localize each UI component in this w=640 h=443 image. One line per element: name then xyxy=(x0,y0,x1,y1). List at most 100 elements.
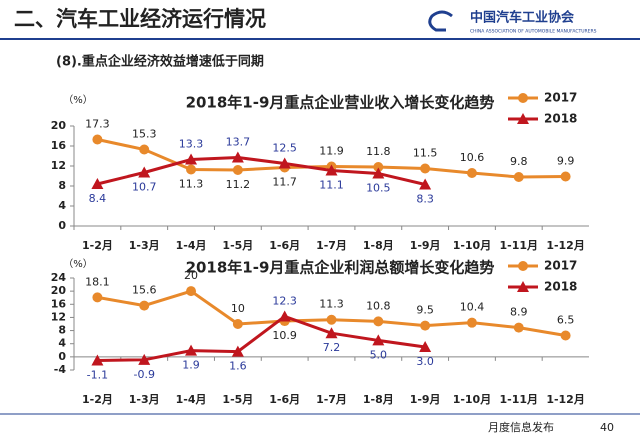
data-label: 10.9 xyxy=(272,329,297,342)
x-tick-label: 1-11月 xyxy=(500,239,539,252)
point xyxy=(186,164,197,175)
footer-text: 月度信息发布 xyxy=(488,420,554,434)
y-tick-label: 8 xyxy=(58,324,66,337)
data-label: 11.8 xyxy=(366,145,391,158)
data-label: 17.3 xyxy=(85,118,110,131)
point xyxy=(466,317,477,328)
x-tick-label: 1-9月 xyxy=(410,239,441,252)
data-label: 1.6 xyxy=(229,360,247,373)
data-label: 9.8 xyxy=(510,155,528,168)
y-axis-label: （%） xyxy=(63,258,93,270)
y-tick-label: 12 xyxy=(51,310,66,323)
logo-en: CHINA ASSOCIATION OF AUTOMOBILE MANUFACT… xyxy=(470,29,597,35)
x-tick-label: 1-11月 xyxy=(500,393,539,406)
point xyxy=(466,168,477,178)
point xyxy=(373,316,384,327)
point xyxy=(326,314,337,325)
data-label: 11.2 xyxy=(226,178,251,191)
data-label: 9.5 xyxy=(416,304,434,317)
data-label: -1.1 xyxy=(87,368,108,381)
x-tick-label: 1-3月 xyxy=(129,393,160,406)
y-tick-label: 0 xyxy=(58,219,66,232)
data-label: 5.0 xyxy=(370,348,388,361)
y-tick-label: 0 xyxy=(58,350,66,363)
data-label: 8.3 xyxy=(416,193,434,206)
x-tick-label: 1-2月 xyxy=(82,239,113,252)
y-tick-label: 24 xyxy=(51,271,67,284)
point xyxy=(185,153,198,165)
data-label: 11.1 xyxy=(319,179,344,192)
series-line xyxy=(97,155,426,186)
legend-marker xyxy=(517,113,529,124)
point xyxy=(560,171,571,182)
legend-label: 2018 xyxy=(544,112,577,126)
x-tick-label: 1-8月 xyxy=(363,239,394,252)
x-tick-label: 1-4月 xyxy=(176,239,207,252)
legend-marker xyxy=(517,281,529,292)
point xyxy=(92,134,103,145)
y-tick-label: 20 xyxy=(51,284,67,297)
data-label: 9.9 xyxy=(557,155,575,168)
x-tick-label: 1-6月 xyxy=(269,393,300,406)
data-label: 11.3 xyxy=(179,178,204,191)
point xyxy=(92,292,103,303)
y-tick-label: 16 xyxy=(51,297,67,310)
data-label: 8.9 xyxy=(510,306,528,319)
point xyxy=(419,341,432,352)
data-label: 10.4 xyxy=(460,301,485,314)
point xyxy=(232,319,243,329)
y-tick-label: 12 xyxy=(51,159,66,172)
data-label: 3.0 xyxy=(416,355,434,368)
data-label: 15.6 xyxy=(132,284,157,297)
point xyxy=(325,164,338,176)
x-tick-label: 1-7月 xyxy=(316,239,347,252)
point xyxy=(231,151,244,163)
data-label: 15.3 xyxy=(132,128,157,141)
x-tick-label: 1-5月 xyxy=(222,239,253,252)
point xyxy=(139,300,150,311)
point xyxy=(232,165,243,175)
data-label: 12.5 xyxy=(272,142,297,155)
point xyxy=(138,353,151,365)
y-axis-label: （%） xyxy=(63,94,93,106)
y-tick-label: 4 xyxy=(58,337,66,350)
point xyxy=(420,320,431,331)
data-label: 13.7 xyxy=(226,136,251,149)
data-label: 7.2 xyxy=(323,341,341,354)
data-label: 10.5 xyxy=(366,182,391,195)
legend-marker xyxy=(518,261,528,271)
legend-marker xyxy=(518,93,528,103)
chart-title: 2018年1-9月重点企业利润总额增长变化趋势 xyxy=(186,259,495,277)
point xyxy=(372,167,385,179)
point xyxy=(138,166,151,178)
x-tick-label: 1-8月 xyxy=(363,393,394,406)
data-label: 10.7 xyxy=(132,181,157,194)
point xyxy=(186,286,197,297)
x-tick-label: 1-10月 xyxy=(453,393,492,406)
data-label: 10.8 xyxy=(366,299,391,312)
series-line xyxy=(97,314,426,362)
x-tick-label: 1-2月 xyxy=(82,393,113,406)
data-label: 11.3 xyxy=(319,298,344,311)
data-label: -0.9 xyxy=(133,368,154,381)
y-tick-label: -4 xyxy=(54,363,67,376)
x-tick-label: 1-3月 xyxy=(129,239,160,252)
data-label: 10.6 xyxy=(460,151,485,164)
x-tick-label: 1-6月 xyxy=(269,239,300,252)
y-tick-label: 4 xyxy=(58,199,66,212)
legend-label: 2017 xyxy=(544,91,577,105)
x-tick-label: 1-12月 xyxy=(546,393,585,406)
x-tick-label: 1-7月 xyxy=(316,393,347,406)
y-tick-label: 16 xyxy=(51,139,67,152)
point xyxy=(325,327,338,339)
data-label: 11.7 xyxy=(272,176,297,189)
subtitle: (8).重点企业经济效益增速低于同期 xyxy=(56,54,264,70)
point xyxy=(420,163,431,174)
x-tick-label: 1-5月 xyxy=(222,393,253,406)
y-tick-label: 8 xyxy=(58,179,66,192)
point xyxy=(513,322,524,333)
y-tick-label: 20 xyxy=(51,119,67,132)
point xyxy=(278,157,291,169)
